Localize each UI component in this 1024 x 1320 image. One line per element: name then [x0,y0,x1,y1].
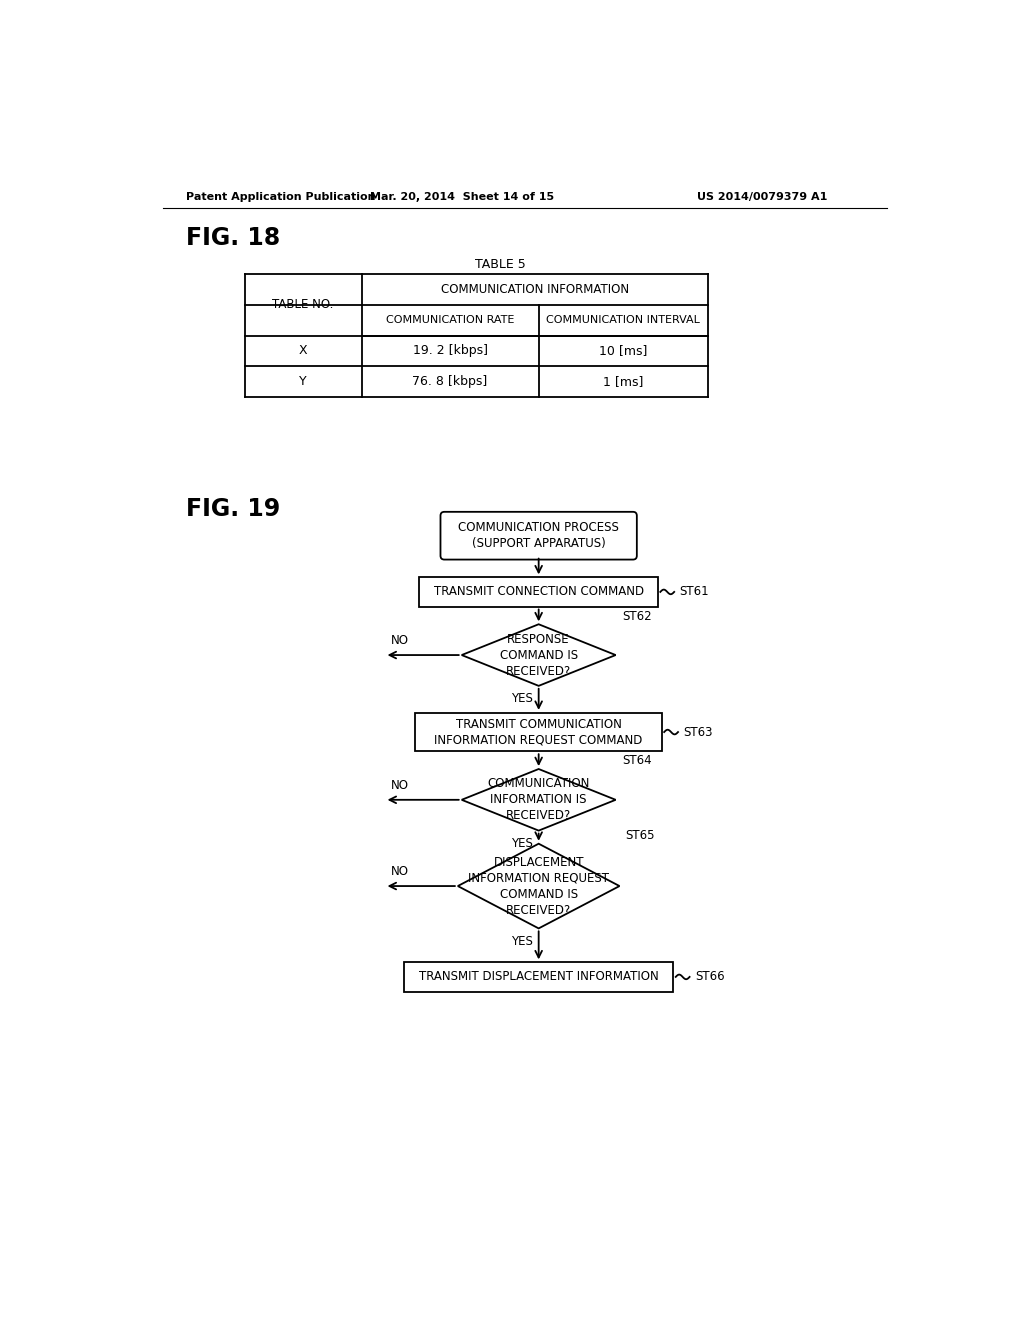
Text: TRANSMIT DISPLACEMENT INFORMATION: TRANSMIT DISPLACEMENT INFORMATION [419,970,658,983]
Text: Patent Application Publication: Patent Application Publication [186,191,376,202]
Text: 1 [ms]: 1 [ms] [603,375,643,388]
Text: COMMUNICATION INTERVAL: COMMUNICATION INTERVAL [547,315,700,325]
Text: ST66: ST66 [695,970,725,983]
Text: COMMUNICATION
INFORMATION IS
RECEIVED?: COMMUNICATION INFORMATION IS RECEIVED? [487,777,590,822]
Text: TABLE 5: TABLE 5 [475,259,525,271]
Text: TABLE NO.: TABLE NO. [272,298,334,312]
Text: FIG. 18: FIG. 18 [186,226,281,249]
Bar [419,577,658,607]
Text: YES: YES [511,837,532,850]
Text: YES: YES [511,692,532,705]
Text: US 2014/0079379 A1: US 2014/0079379 A1 [696,191,827,202]
Text: ST61: ST61 [680,585,710,598]
Bar [403,962,674,991]
Text: DISPLACEMENT
INFORMATION REQUEST
COMMAND IS
RECEIVED?: DISPLACEMENT INFORMATION REQUEST COMMAND… [468,855,609,916]
Text: TRANSMIT COMMUNICATION
INFORMATION REQUEST COMMAND: TRANSMIT COMMUNICATION INFORMATION REQUE… [434,718,643,747]
Text: ST62: ST62 [622,610,651,623]
Text: FIG. 19: FIG. 19 [186,496,281,521]
Text: NO: NO [391,779,409,792]
Text: 76. 8 [kbps]: 76. 8 [kbps] [413,375,487,388]
Text: 10 [ms]: 10 [ms] [599,345,647,358]
Text: Y: Y [299,375,307,388]
Text: TRANSMIT CONNECTION COMMAND: TRANSMIT CONNECTION COMMAND [433,585,644,598]
Bar [416,713,662,751]
Text: ST64: ST64 [622,755,651,767]
Text: Mar. 20, 2014  Sheet 14 of 15: Mar. 20, 2014 Sheet 14 of 15 [370,191,554,202]
Text: RESPONSE
COMMAND IS
RECEIVED?: RESPONSE COMMAND IS RECEIVED? [500,632,578,677]
Text: NO: NO [391,635,409,647]
Text: X: X [299,345,307,358]
Text: COMMUNICATION PROCESS
(SUPPORT APPARATUS): COMMUNICATION PROCESS (SUPPORT APPARATUS… [458,521,620,550]
Text: YES: YES [511,935,532,948]
Text: COMMUNICATION RATE: COMMUNICATION RATE [386,315,514,325]
Text: ST63: ST63 [683,726,713,739]
Text: NO: NO [391,866,409,878]
Text: 19. 2 [kbps]: 19. 2 [kbps] [413,345,487,358]
Text: ST65: ST65 [626,829,655,842]
Text: COMMUNICATION INFORMATION: COMMUNICATION INFORMATION [440,282,629,296]
